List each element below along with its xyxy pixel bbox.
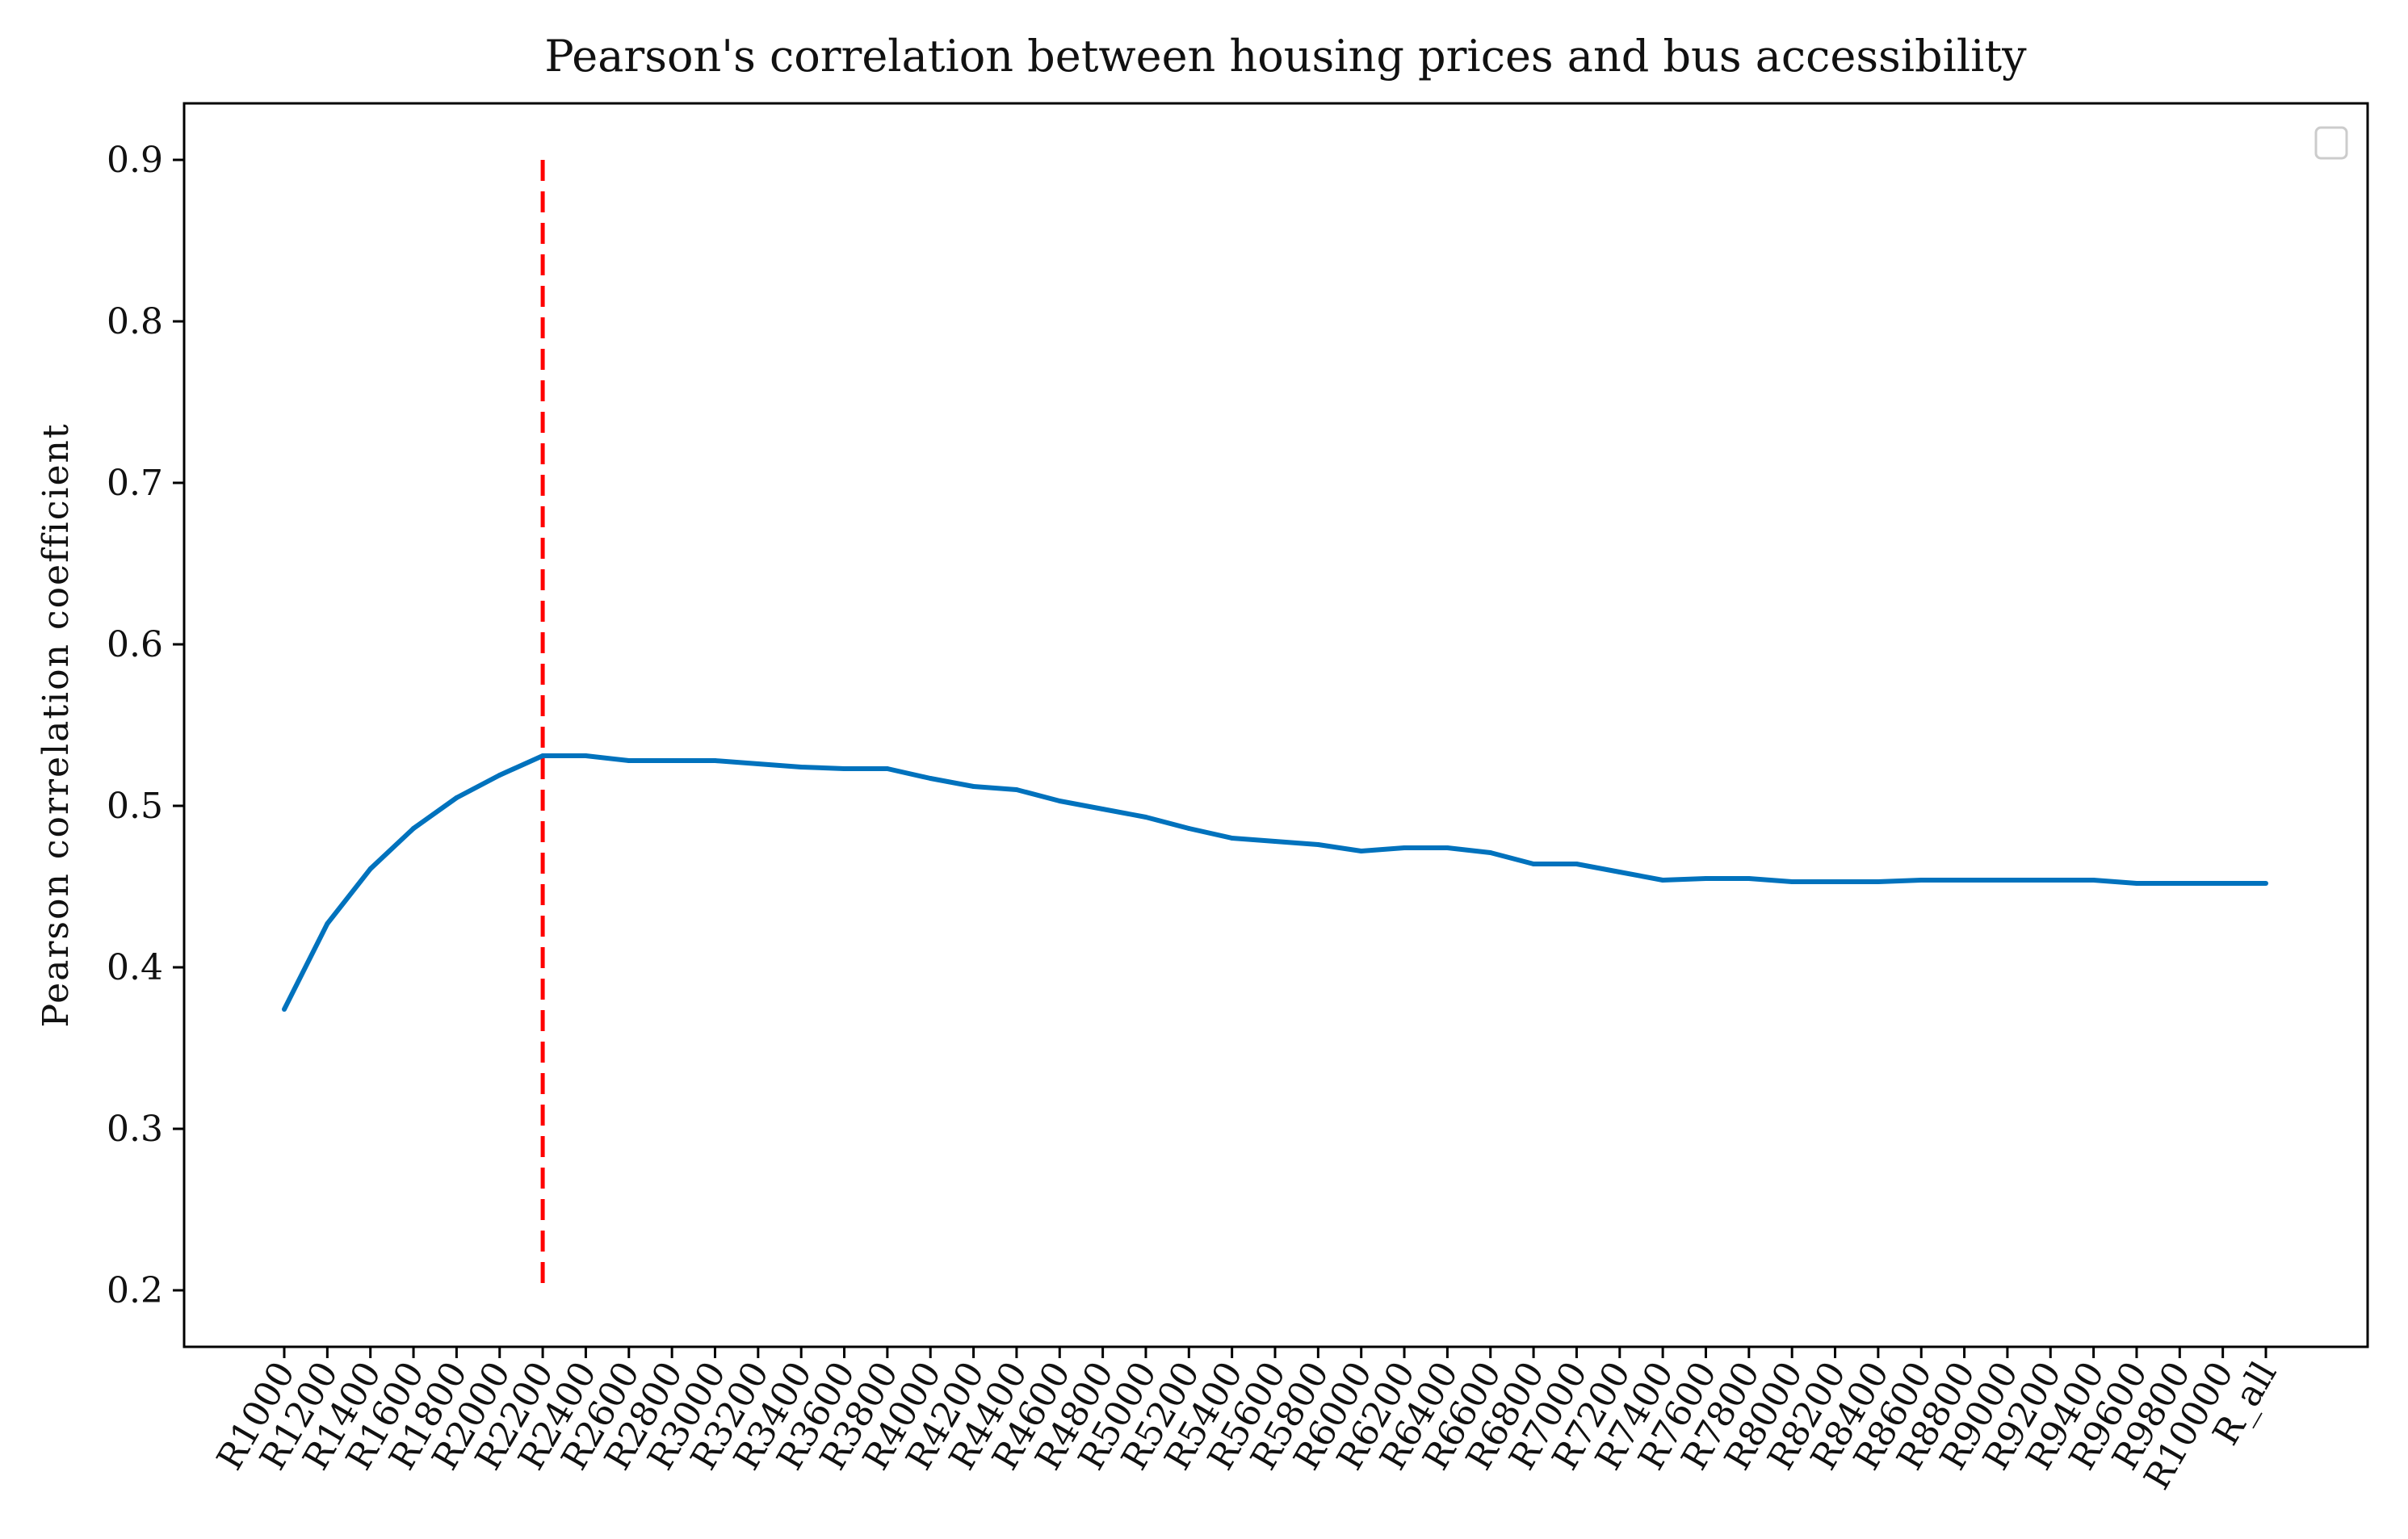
data-point (1100, 807, 1105, 811)
data-point (1746, 876, 1751, 881)
data-point (2133, 881, 2139, 886)
y-tick-label: 0.3 (107, 1109, 163, 1150)
data-point (1961, 878, 1967, 883)
data-point (497, 773, 502, 778)
data-point (1013, 787, 1019, 792)
data-point (1875, 879, 1881, 884)
y-tick-label: 0.8 (107, 301, 163, 342)
y-tick-label: 0.2 (107, 1270, 163, 1311)
data-point (799, 765, 804, 770)
data-points (282, 753, 2268, 1012)
data-point (2263, 881, 2268, 886)
data-point (1832, 879, 1838, 884)
data-point (411, 826, 417, 831)
data-point (282, 1007, 287, 1012)
data-point (1487, 850, 1493, 855)
data-point (1617, 870, 1622, 874)
y-axis: 0.2 0.3 0.4 0.5 0.6 0.7 0.8 0.9 (107, 140, 184, 1311)
y-axis-label: Pearson correlation coefficient (36, 422, 77, 1027)
data-point (1703, 876, 1709, 881)
data-point (626, 758, 631, 763)
data-point (2220, 881, 2226, 886)
data-point (669, 758, 675, 763)
data-point (884, 766, 890, 771)
data-point (1402, 845, 1407, 850)
x-axis: R1000R1200R1400R1600R1800R2000R2200R2400… (209, 1347, 2285, 1496)
y-tick-label: 0.4 (107, 947, 163, 988)
data-point (1273, 839, 1277, 844)
data-point (1789, 879, 1795, 884)
y-tick-label: 0.7 (107, 463, 163, 504)
data-point (454, 795, 459, 800)
data-point (1445, 845, 1450, 850)
data-point (367, 866, 373, 871)
data-point (583, 753, 589, 758)
data-point (1919, 878, 1924, 883)
data-point (1574, 862, 1579, 866)
data-point (1315, 842, 1321, 847)
data-point (755, 761, 761, 766)
data-point (1143, 815, 1148, 820)
data-point (1531, 862, 1537, 866)
data-point (2177, 881, 2183, 886)
data-point (841, 766, 847, 771)
data-point (540, 753, 546, 758)
data-point (2048, 878, 2054, 883)
legend-box (2314, 126, 2348, 160)
data-point (928, 776, 933, 781)
y-tick-label: 0.9 (107, 140, 163, 181)
data-point (1186, 826, 1192, 831)
data-point (971, 784, 976, 789)
data-point (712, 758, 718, 763)
chart-title: Pearson's correlation between housing pr… (544, 31, 2027, 82)
data-point (1660, 878, 1666, 883)
y-tick-label: 0.5 (107, 786, 163, 827)
y-tick-label: 0.6 (107, 624, 163, 665)
data-point (2091, 878, 2096, 883)
data-point (1229, 836, 1235, 841)
data-point (325, 921, 330, 926)
data-point (2004, 878, 2010, 883)
data-point (1358, 849, 1364, 853)
data-point (1057, 799, 1063, 803)
